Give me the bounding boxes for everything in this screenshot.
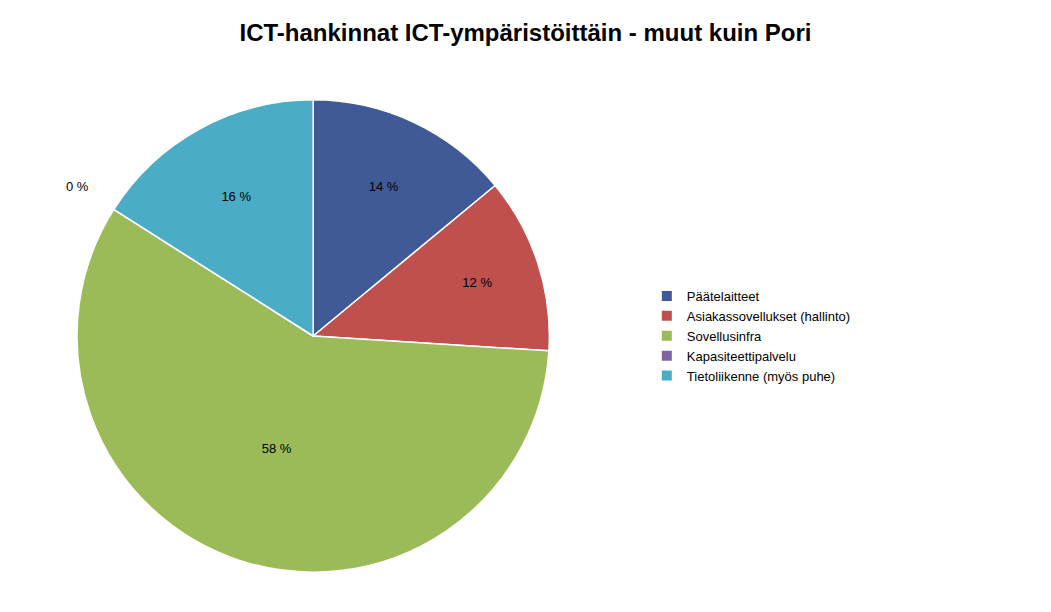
svg-text:12 %: 12 % <box>462 275 492 290</box>
svg-text:14 %: 14 % <box>369 179 399 194</box>
svg-text:58 %: 58 % <box>262 441 292 456</box>
svg-text:16 %: 16 % <box>221 189 251 204</box>
svg-text:Tietoliikenne (myös puhe): Tietoliikenne (myös puhe) <box>687 369 835 384</box>
svg-text:Asiakassovellukset (hallinto): Asiakassovellukset (hallinto) <box>687 309 850 324</box>
svg-text:Sovellusinfra: Sovellusinfra <box>687 329 762 344</box>
svg-text:Päätelaitteet: Päätelaitteet <box>687 289 760 304</box>
svg-text:0 %: 0 % <box>66 179 89 194</box>
svg-text:Kapasiteettipalvelu: Kapasiteettipalvelu <box>687 349 796 364</box>
svg-text:ICT-hankinnat ICT-ympäristöitt: ICT-hankinnat ICT-ympäristöittäin - muut… <box>239 19 811 46</box>
